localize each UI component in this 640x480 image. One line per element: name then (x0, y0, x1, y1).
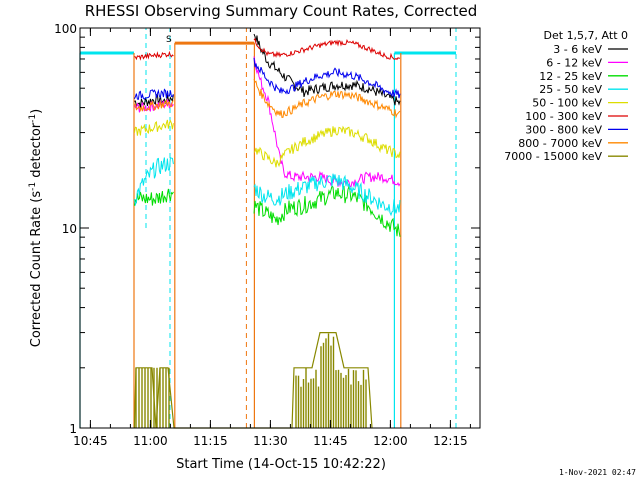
chart-title: RHESSI Observing Summary Count Rates, Co… (85, 2, 478, 20)
y-axis-label-part: Corrected Count Rate (s (29, 191, 44, 348)
y-axis-label-superscript: -1 (28, 182, 38, 191)
legend-label: 300 - 800 keV (525, 123, 602, 136)
footer-timestamp: 1-Nov-2021 02:47 (559, 468, 636, 477)
legend-label: 50 - 100 keV (532, 97, 602, 110)
y-axis-label-part: ) (29, 109, 44, 114)
x-tick-label: 11:15 (193, 434, 228, 448)
legend-label: 3 - 6 keV (553, 43, 602, 56)
x-tick-label: 10:45 (73, 434, 108, 448)
legend-label: 6 - 12 keV (546, 56, 602, 69)
y-axis-label-part: detector (29, 122, 44, 182)
x-axis-label: Start Time (14-Oct-15 10:42:22) (176, 457, 386, 472)
legend-label: 100 - 300 keV (525, 110, 602, 123)
x-tick-label: 12:15 (433, 434, 468, 448)
y-tick-label: 1 (69, 422, 77, 436)
y-axis-label: Corrected Count Rate (s-1 detector-1) (28, 109, 44, 347)
legend-label: 25 - 50 keV (539, 83, 602, 96)
flag-label: S (166, 35, 172, 45)
x-tick-label: 11:00 (133, 434, 168, 448)
y-axis-label-superscript: -1 (28, 114, 38, 123)
y-tick-label: 100 (54, 22, 77, 36)
legend-label: 7000 - 15000 keV (504, 150, 602, 163)
legend-title: Det 1,5,7, Att 0 (544, 29, 628, 42)
x-tick-label: 11:30 (253, 434, 288, 448)
legend-label: 800 - 7000 keV (518, 137, 602, 150)
y-tick-label: 10 (62, 222, 77, 236)
x-tick-label: 11:45 (313, 434, 348, 448)
x-tick-label: 12:00 (373, 434, 408, 448)
plot-area: S (80, 28, 480, 428)
legend-label: 12 - 25 keV (539, 70, 602, 83)
